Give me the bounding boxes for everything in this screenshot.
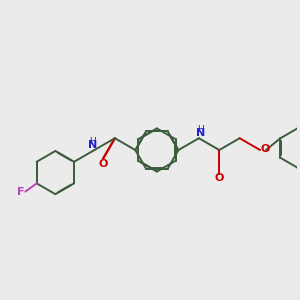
Text: O: O	[214, 173, 224, 184]
Text: N: N	[88, 140, 97, 150]
Text: F: F	[17, 187, 24, 196]
Text: N: N	[196, 128, 206, 138]
Text: O: O	[98, 158, 108, 169]
Text: H: H	[89, 137, 96, 146]
Text: O: O	[260, 144, 270, 154]
Text: H: H	[197, 125, 204, 134]
